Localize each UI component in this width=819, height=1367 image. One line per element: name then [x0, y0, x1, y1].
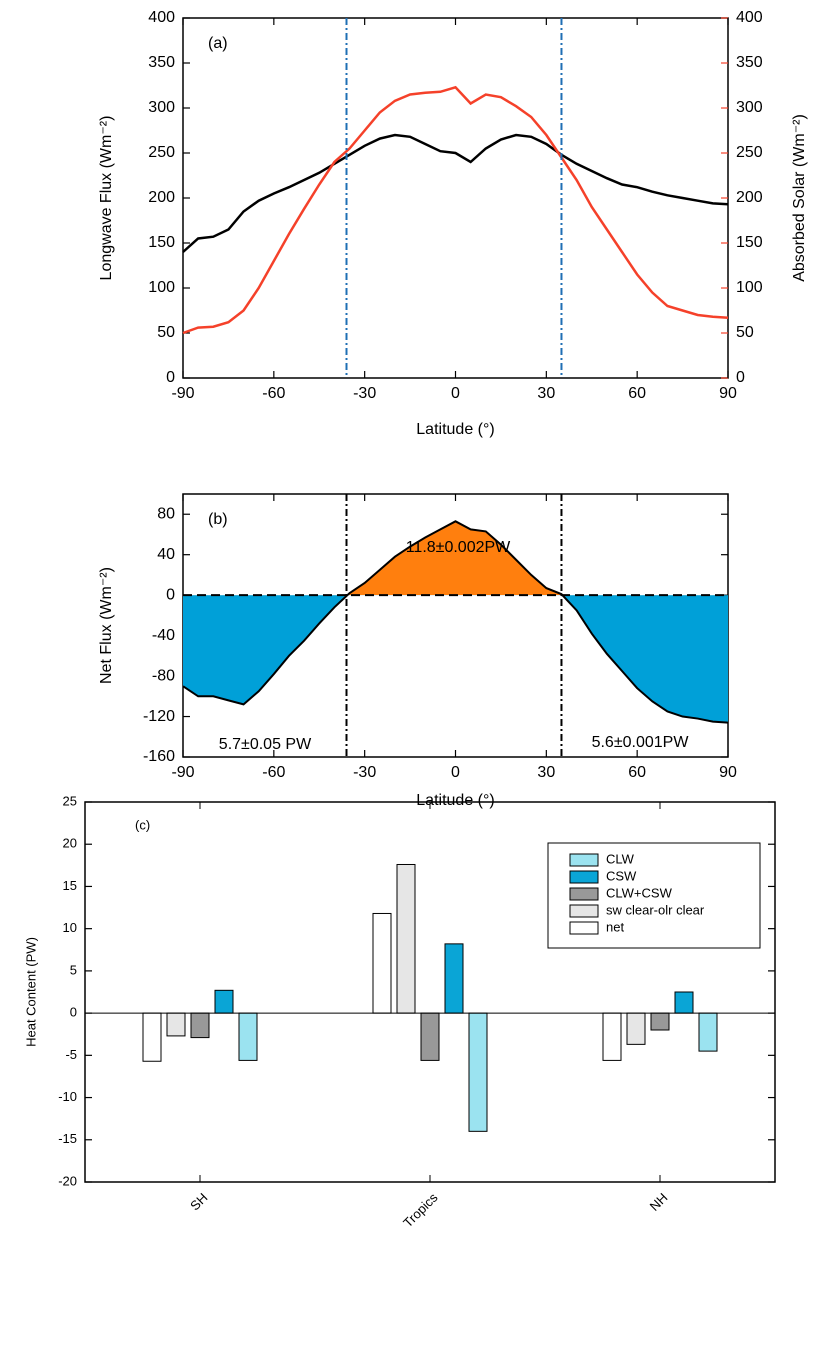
x-tick-label: NH — [647, 1190, 671, 1214]
bar — [698, 1012, 718, 1052]
bar — [674, 991, 694, 1014]
x-axis-label: Latitude (°) — [416, 421, 494, 438]
y-tick-label: 5 — [70, 962, 77, 977]
y2-tick-label: 100 — [736, 279, 763, 296]
y-tick-label: -160 — [143, 748, 175, 765]
x-tick-label: -90 — [171, 764, 194, 781]
area-positive — [347, 521, 563, 596]
y-tick-label: -10 — [58, 1089, 77, 1104]
legend-label: CLW — [606, 851, 635, 866]
y-tick-label: 15 — [63, 878, 77, 893]
y-tick-label: 350 — [148, 54, 175, 71]
y-tick-label: 400 — [148, 9, 175, 26]
bar — [602, 1012, 622, 1061]
y-tick-label: 50 — [157, 324, 175, 341]
y-tick-label: 200 — [148, 189, 175, 206]
y-tick-label: 25 — [63, 793, 77, 808]
y-tick-label: -120 — [143, 708, 175, 725]
x-tick-label: 90 — [719, 764, 737, 781]
y2-tick-label: 350 — [736, 54, 763, 71]
x-axis-label: Latitude (°) — [416, 792, 494, 809]
x-tick-label: 90 — [719, 385, 737, 402]
legend-swatch — [569, 853, 599, 867]
x-tick-label: 0 — [451, 764, 460, 781]
y-tick-label: -40 — [152, 627, 175, 644]
annotation: 5.7±0.05 PW — [219, 736, 312, 753]
panel: (c) -20 -15 -10 -5 0 5 10 15 20 25 Heat Content (PW… — [23, 793, 776, 1231]
x-tick-label: SH — [187, 1190, 210, 1213]
y-axis-label: Heat Content (PW) — [23, 937, 38, 1047]
y-tick-label: 10 — [63, 920, 77, 935]
bar — [190, 1012, 210, 1039]
legend-swatch — [569, 870, 599, 884]
legend-swatch — [569, 921, 599, 935]
y-tick-label: 100 — [148, 279, 175, 296]
y-tick-label: 0 — [70, 1005, 77, 1020]
y2-tick-label: 200 — [736, 189, 763, 206]
bar — [650, 1012, 670, 1031]
x-tick-label: -90 — [171, 385, 194, 402]
y-tick-label: -5 — [65, 1047, 77, 1062]
bar — [396, 863, 416, 1014]
x-tick-label: -60 — [262, 385, 285, 402]
x-tick-label: 0 — [451, 385, 460, 402]
bar — [468, 1012, 488, 1132]
y-tick-label: 150 — [148, 234, 175, 251]
y2-tick-label: 0 — [736, 369, 745, 386]
x-tick-label: 60 — [628, 385, 646, 402]
x-tick-label: -60 — [262, 764, 285, 781]
y-tick-label: 300 — [148, 99, 175, 116]
x-tick-label: 60 — [628, 764, 646, 781]
bar — [626, 1012, 646, 1045]
y2-tick-label: 150 — [736, 234, 763, 251]
x-tick-label: Tropics — [400, 1190, 441, 1231]
y2-tick-label: 300 — [736, 99, 763, 116]
bar — [166, 1012, 186, 1037]
panel-title: (c) — [135, 817, 150, 832]
y2-axis-label: Absorbed Solar (Wm⁻²) — [791, 114, 808, 282]
y-axis-label: Net Flux (Wm⁻²) — [98, 567, 115, 684]
y-tick-label: 80 — [157, 505, 175, 522]
y-tick-label: 250 — [148, 144, 175, 161]
legend-label: CSW — [606, 868, 637, 883]
legend-swatch — [569, 904, 599, 918]
legend-swatch — [569, 887, 599, 901]
bar — [142, 1012, 162, 1062]
panel: (b) -160 -120 -80 -40 0 40 80 Net Flux (Wm⁻²) -90… — [98, 493, 737, 809]
y-tick-label: 40 — [157, 546, 175, 563]
panel-title: (b) — [208, 511, 228, 528]
y2-tick-label: 50 — [736, 324, 754, 341]
y-tick-label: -20 — [58, 1173, 77, 1188]
legend-label: sw clear-olr clear — [606, 902, 705, 917]
y-tick-label: -15 — [58, 1131, 77, 1146]
panel-title: (a) — [208, 35, 228, 52]
data-line — [182, 133, 729, 253]
y2-tick-label: 250 — [736, 144, 763, 161]
y-tick-label: 0 — [166, 586, 175, 603]
y-axis-label: Longwave Flux (Wm⁻²) — [98, 116, 115, 281]
bar — [372, 912, 392, 1014]
data-line — [182, 85, 729, 335]
y-tick-label: -80 — [152, 667, 175, 684]
y-tick-label: 0 — [166, 369, 175, 386]
bar — [238, 1012, 258, 1061]
legend-label: net — [606, 919, 624, 934]
area-negative — [183, 595, 728, 723]
bar — [420, 1012, 440, 1061]
x-tick-label: 30 — [537, 764, 555, 781]
y2-tick-label: 400 — [736, 9, 763, 26]
annotation: 11.8±0.002PW — [406, 539, 511, 556]
bar — [214, 989, 234, 1014]
bar — [444, 943, 464, 1014]
legend-label: CLW+CSW — [606, 885, 673, 900]
x-tick-label: -30 — [353, 764, 376, 781]
x-tick-label: 30 — [537, 385, 555, 402]
x-tick-label: -30 — [353, 385, 376, 402]
annotation: 5.6±0.001PW — [592, 734, 690, 751]
y-tick-label: 20 — [63, 836, 77, 851]
area-outline — [182, 520, 729, 724]
